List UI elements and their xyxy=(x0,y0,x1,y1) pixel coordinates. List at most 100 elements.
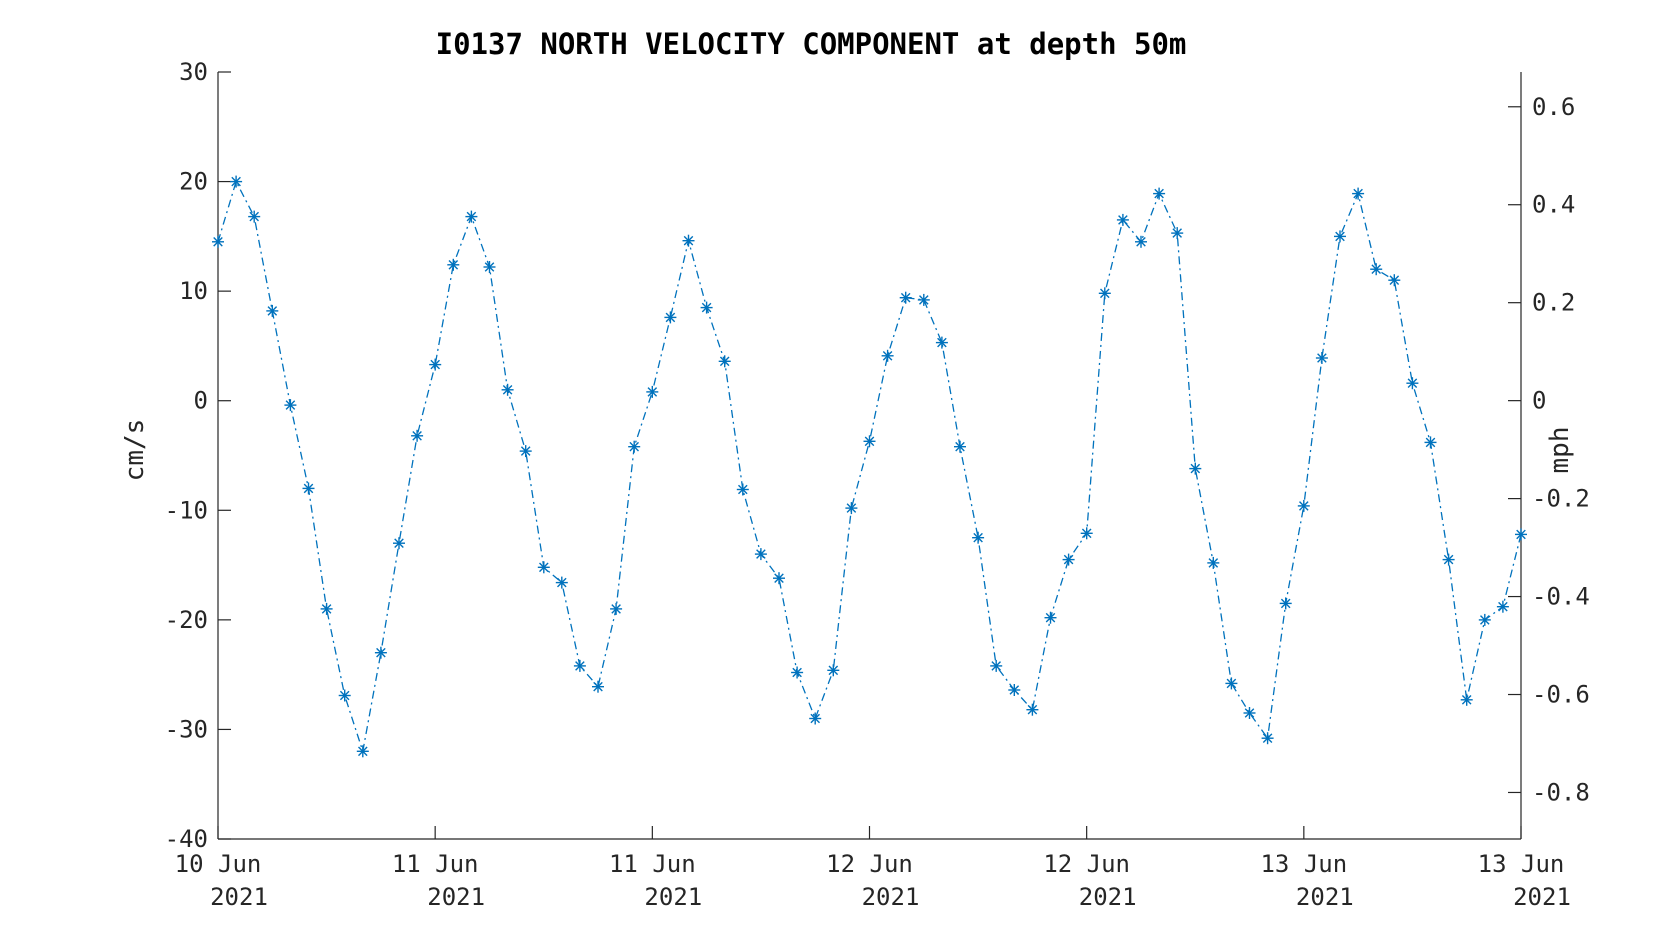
y2-tick-label: -0.6 xyxy=(1532,681,1590,709)
data-point xyxy=(791,666,804,679)
y2-tick-label: 0.2 xyxy=(1532,289,1575,317)
data-point xyxy=(1153,187,1166,200)
data-point xyxy=(1478,613,1491,626)
data-point xyxy=(519,445,532,458)
data-point xyxy=(356,745,369,758)
data-point xyxy=(1026,703,1039,716)
data-point xyxy=(266,304,279,317)
data-point xyxy=(610,602,623,615)
y-tick-label: -20 xyxy=(165,606,208,634)
x-tick-year: 2021 xyxy=(644,883,702,911)
data-point xyxy=(1171,227,1184,240)
data-point xyxy=(447,258,460,271)
y-tick-label: 20 xyxy=(179,168,208,196)
x-tick-year: 2021 xyxy=(1513,883,1571,911)
data-point xyxy=(664,311,677,324)
data-point xyxy=(1189,462,1202,475)
y-tick-label: -40 xyxy=(165,825,208,853)
data-point xyxy=(935,336,948,349)
data-point xyxy=(302,482,315,495)
data-point xyxy=(1008,684,1021,696)
series-line xyxy=(217,179,1522,752)
data-point xyxy=(1279,597,1292,610)
y-tick-label: 0 xyxy=(194,387,208,415)
data-point xyxy=(338,689,351,702)
data-point xyxy=(1080,527,1093,540)
data-point xyxy=(972,531,985,544)
data-point xyxy=(1116,213,1129,226)
x-tick-label: 12 Jun xyxy=(826,850,913,878)
data-point xyxy=(917,293,930,306)
y2-tick-label: -0.8 xyxy=(1532,778,1590,806)
data-point xyxy=(899,291,912,304)
data-point xyxy=(284,399,297,412)
data-point xyxy=(429,358,442,371)
data-point xyxy=(1352,187,1365,200)
data-point xyxy=(1225,677,1238,690)
chart-title: I0137 NORTH VELOCITY COMPONENT at depth … xyxy=(436,27,1187,61)
data-point xyxy=(1062,553,1075,566)
data-point xyxy=(1098,287,1111,300)
data-point xyxy=(1315,352,1328,364)
y2-tick-label: 0.6 xyxy=(1532,93,1575,121)
x-tick-year: 2021 xyxy=(427,883,485,911)
data-point xyxy=(881,349,894,362)
x-tick-label: 13 Jun xyxy=(1260,850,1347,878)
x-tick-label: 13 Jun xyxy=(1478,850,1565,878)
data-series xyxy=(212,175,1527,758)
data-point xyxy=(1297,499,1310,512)
data-point xyxy=(754,548,767,561)
data-point xyxy=(212,235,224,248)
data-point xyxy=(954,440,966,453)
x-tick-year: 2021 xyxy=(862,883,920,911)
data-point xyxy=(1334,230,1346,243)
data-point xyxy=(646,385,659,398)
y-tick-label: 30 xyxy=(179,58,208,86)
data-point xyxy=(1406,377,1419,390)
x-tick-year: 2021 xyxy=(210,883,268,911)
data-point xyxy=(483,261,496,273)
x-tick-year: 2021 xyxy=(1079,883,1137,911)
y2-axis-label: mph xyxy=(1545,427,1575,474)
data-point xyxy=(320,602,333,615)
x-tick-year: 2021 xyxy=(1296,883,1354,911)
data-point xyxy=(573,659,586,672)
y-tick-label: -10 xyxy=(165,496,208,524)
y-tick-label: 10 xyxy=(179,277,208,305)
data-point xyxy=(592,680,604,693)
data-point xyxy=(1135,235,1147,248)
data-point xyxy=(990,659,1003,672)
data-point xyxy=(374,646,387,659)
data-point xyxy=(230,175,243,188)
data-point xyxy=(1044,611,1057,624)
data-point xyxy=(1515,528,1527,541)
y2-tick-label: 0.4 xyxy=(1532,191,1575,219)
x-tick-label: 11 Jun xyxy=(609,850,696,878)
x-tick-label: 11 Jun xyxy=(392,850,479,878)
data-point xyxy=(1207,556,1220,569)
data-point xyxy=(1370,263,1383,276)
y-tick-label: -30 xyxy=(165,715,208,743)
data-point xyxy=(1261,732,1274,745)
data-point xyxy=(1460,693,1473,706)
data-point xyxy=(1388,274,1401,287)
data-point xyxy=(411,429,424,442)
data-point xyxy=(1442,553,1455,566)
y2-tick-label: 0 xyxy=(1532,387,1546,415)
x-tick-label: 10 Jun xyxy=(175,850,262,878)
data-point xyxy=(845,502,858,515)
data-point xyxy=(773,572,785,585)
x-tick-label: 12 Jun xyxy=(1043,850,1130,878)
data-point xyxy=(1424,436,1437,449)
data-point xyxy=(465,210,478,223)
data-point xyxy=(1243,707,1256,719)
tick-marks: -40 -30 -20 -10 0 10 20 30 -0.8 -0.6 -0.4 -0.2 0 0.2 0… xyxy=(165,58,1590,911)
data-point xyxy=(827,664,840,677)
y2-tick-label: -0.4 xyxy=(1532,583,1590,611)
data-point xyxy=(248,210,261,223)
y2-tick-label: -0.2 xyxy=(1532,485,1590,513)
data-point xyxy=(537,561,550,574)
data-point xyxy=(736,483,749,496)
data-point xyxy=(555,576,568,589)
